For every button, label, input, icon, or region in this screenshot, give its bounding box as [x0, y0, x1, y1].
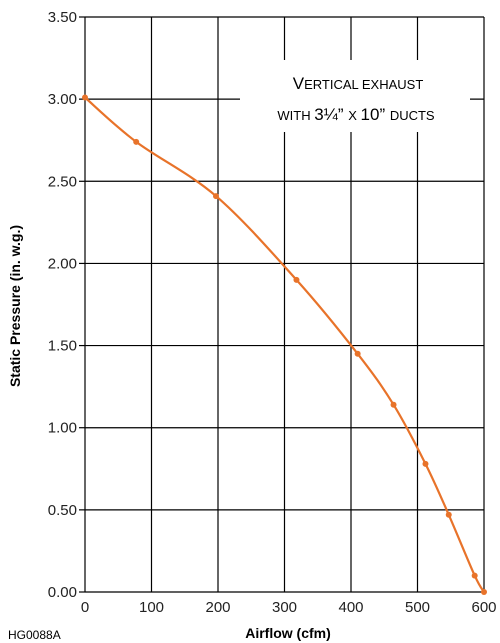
x-tick-label: 0: [81, 599, 89, 616]
annotation-line-1: VERTICAL EXHAUST: [293, 74, 424, 93]
data-point: [422, 461, 428, 467]
y-tick-label: 2.50: [48, 173, 77, 190]
data-point: [293, 277, 299, 283]
x-tick-label: 600: [471, 599, 496, 616]
x-tick-label: 500: [405, 599, 430, 616]
annotation-line-2: WITH 3¼” X 10” DUCTS: [277, 105, 435, 124]
y-tick-label: 3.00: [48, 91, 77, 108]
data-point: [481, 589, 487, 595]
x-axis-title: Airflow (cfm): [245, 625, 331, 641]
data-point: [446, 512, 452, 518]
data-point: [133, 139, 139, 145]
y-tick-label: 2.00: [48, 255, 77, 272]
data-point: [82, 95, 88, 101]
y-tick-label: 0.50: [48, 502, 77, 519]
data-point: [355, 351, 361, 357]
x-tick-label: 400: [338, 599, 363, 616]
y-tick-labels: 0.00 0.50 1.00 1.50 2.00 2.50 3.00 3.50: [48, 9, 77, 601]
data-point: [472, 573, 478, 579]
y-tick-label: 0.00: [48, 584, 77, 601]
figure-code: HG0088A: [8, 628, 61, 642]
x-tick-label: 200: [205, 599, 230, 616]
x-tick-labels: 0 100 200 300 400 500 600: [81, 599, 497, 616]
y-tick-label: 3.50: [48, 9, 77, 26]
x-tick-label: 100: [139, 599, 164, 616]
x-tick-label: 300: [272, 599, 297, 616]
data-point: [213, 193, 219, 199]
data-point: [391, 402, 397, 408]
y-tick-label: 1.00: [48, 420, 77, 437]
y-axis-title: Static Pressure (in. w.g.): [7, 225, 23, 387]
y-tick-label: 1.50: [48, 338, 77, 355]
